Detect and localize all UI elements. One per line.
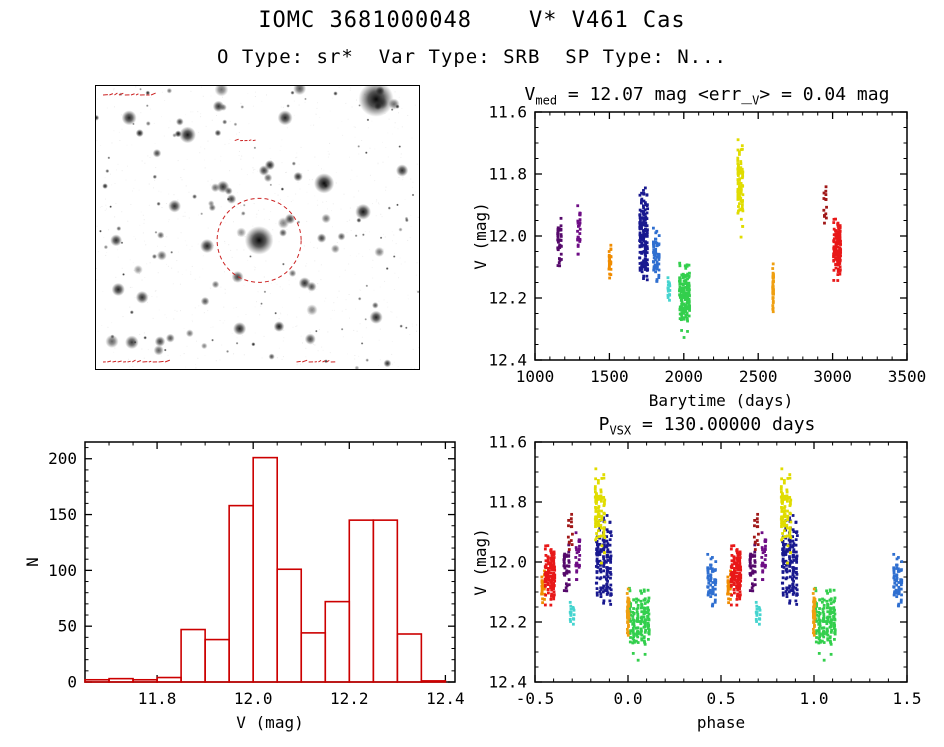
phase-title: PVSX = 130.00000 days [470,414,944,438]
histogram-plot [20,430,470,745]
lc-title-error-value: > = 0.04 mag [759,84,890,105]
phase-title-subscript-vsx: VSX [609,423,632,438]
lc-title-subscript-med: med [535,93,558,108]
finder-chart [95,85,420,370]
phase-title-symbol: P [598,414,610,435]
phase-plot [470,436,944,747]
lc-title-symbol: V [524,84,536,105]
lightcurve-plot [470,106,944,418]
page-title: IOMC 3681000048 V* V461 Cas [258,8,686,33]
lc-title-value: = 12.07 mag <err_ [557,84,753,105]
lightcurve-title: Vmed = 12.07 mag <err_V> = 0.04 mag [470,84,944,108]
page-subtitle: O Type: sr* Var Type: SRB SP Type: N... [217,46,727,68]
phase-title-value: = 130.00000 days [631,414,816,435]
lc-title-subscript-v: V [752,93,760,108]
